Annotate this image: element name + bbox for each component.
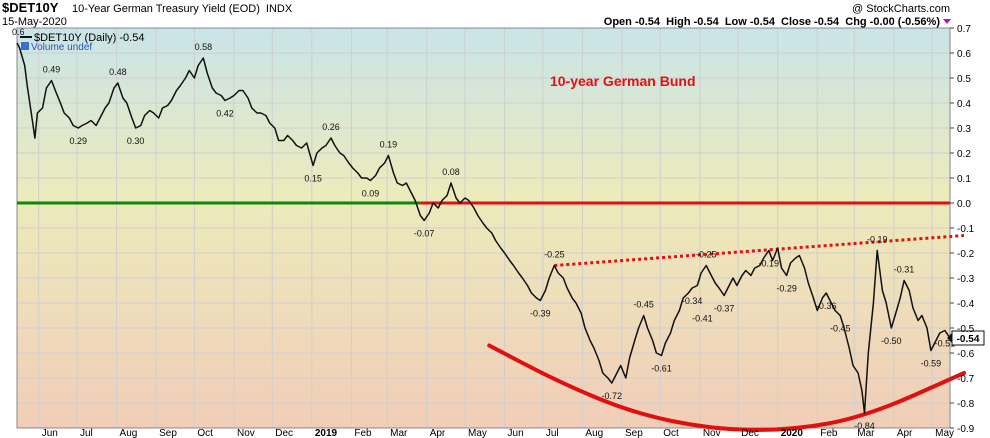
data-label: -0.19 bbox=[867, 235, 888, 245]
data-label: -0.34 bbox=[682, 296, 703, 306]
data-label: -0.25 bbox=[696, 250, 717, 260]
data-label: -0.19 bbox=[759, 259, 780, 269]
annotation-title: 10-year German Bund bbox=[550, 73, 696, 89]
data-label: 0.30 bbox=[127, 136, 145, 146]
data-label: -0.72 bbox=[602, 391, 623, 401]
data-label: 0.29 bbox=[69, 136, 87, 146]
chart-name: 10-Year German Treasury Yield (EOD) INDX bbox=[72, 3, 293, 15]
x-tick-label: Nov bbox=[237, 428, 255, 438]
dropdown-triangle-icon[interactable] bbox=[943, 19, 951, 24]
data-label: 0.48 bbox=[109, 67, 127, 77]
watermark: @ StockCharts.com bbox=[852, 3, 950, 15]
chart-symbol: $DET10Y bbox=[2, 0, 59, 15]
data-label: -0.61 bbox=[651, 364, 672, 374]
x-tick-label: Jul bbox=[546, 428, 559, 438]
x-tick-label: Jun bbox=[508, 428, 524, 438]
y-tick-label: -0.9 bbox=[957, 424, 975, 435]
x-tick-label: Jun bbox=[42, 428, 58, 438]
overlays bbox=[17, 201, 967, 432]
data-label: -0.41 bbox=[692, 314, 713, 324]
y-tick-label: -0.3 bbox=[957, 274, 975, 285]
data-label: 0.42 bbox=[216, 109, 234, 119]
y-tick-label: -0.2 bbox=[957, 249, 975, 260]
chart-exchange: INDX bbox=[266, 3, 293, 15]
x-tick-label: 2020 bbox=[781, 428, 804, 438]
x-tick-label: Mar bbox=[390, 428, 408, 438]
data-label: -0.29 bbox=[776, 284, 797, 294]
data-label: -0.25 bbox=[544, 250, 565, 260]
y-tick-label: -0.5 bbox=[957, 324, 975, 335]
x-tick-label: Nov bbox=[703, 428, 721, 438]
data-label: 0.08 bbox=[442, 167, 460, 177]
x-tick-label: May bbox=[468, 428, 487, 438]
last-value-label: -0.54 bbox=[957, 334, 980, 345]
x-tick-label: Mar bbox=[857, 428, 875, 438]
data-label: 0.19 bbox=[380, 140, 398, 150]
series bbox=[16, 42, 951, 414]
x-tick-label: Oct bbox=[197, 428, 213, 438]
y-tick-label: -0.7 bbox=[957, 374, 975, 385]
last-value-pointer bbox=[947, 333, 952, 343]
chart-name-text: 10-Year German Treasury Yield (EOD) bbox=[72, 3, 260, 15]
y-tick-label: -0.4 bbox=[957, 299, 975, 310]
y-tick-label: 0.6 bbox=[957, 49, 971, 60]
x-tick-label: May bbox=[935, 428, 954, 438]
grid bbox=[17, 27, 950, 429]
x-tick-label: Feb bbox=[354, 428, 372, 438]
x-tick-label: Jul bbox=[80, 428, 93, 438]
y-tick-label: 0.0 bbox=[957, 199, 971, 210]
data-label: -0.84 bbox=[854, 421, 875, 431]
legend-series-label: $DET10Y (Daily) -0.54 bbox=[34, 32, 144, 44]
data-label: 0.26 bbox=[322, 122, 340, 132]
y-tick-label: -0.1 bbox=[957, 224, 975, 235]
ohlc-readout: Open -0.54 High -0.54 Low -0.54 Close -0… bbox=[604, 16, 941, 28]
data-label: -0.45 bbox=[830, 324, 851, 334]
x-tick-label: Sep bbox=[159, 428, 177, 438]
dotted-trendline bbox=[554, 234, 965, 267]
y-axis: 0.7 0.6 0.5 0.4 0.3 0.2 0.1 0.0 -0.1 -0.2 -0.3 -0.4… bbox=[950, 24, 975, 435]
y-tick-label: -0.6 bbox=[957, 349, 975, 360]
data-label: -0.36 bbox=[816, 301, 837, 311]
rounding-arc bbox=[487, 343, 967, 432]
data-label: -0.31 bbox=[894, 265, 915, 275]
y-tick-label: -0.8 bbox=[957, 399, 975, 410]
x-tick-label: Apr bbox=[897, 428, 913, 438]
y-tick-label: 0.5 bbox=[957, 74, 971, 85]
x-tick-label: Dec bbox=[275, 428, 293, 438]
data-label: 0.15 bbox=[304, 174, 322, 184]
x-tick-label: Dec bbox=[741, 428, 759, 438]
x-tick-label: Apr bbox=[430, 428, 446, 438]
x-tick-label: Sep bbox=[625, 428, 643, 438]
chart-date: 15-May-2020 bbox=[2, 16, 67, 28]
data-label: -0.39 bbox=[530, 309, 551, 319]
x-tick-label: Aug bbox=[585, 428, 603, 438]
legend-volume-label: Volume undef bbox=[31, 42, 92, 53]
data-labels: 0.6 0.49 0.29 0.48 0.30 0.58 0.42 0.15 0.26 0.09 0… bbox=[12, 27, 985, 431]
data-label: 0.58 bbox=[195, 42, 213, 52]
x-tick-label: 2019 bbox=[315, 428, 338, 438]
data-label: -0.50 bbox=[881, 336, 902, 346]
data-label: 0.09 bbox=[362, 189, 380, 199]
data-label: 0.6 bbox=[12, 27, 25, 37]
data-label: -0.37 bbox=[714, 304, 735, 314]
data-label: -0.45 bbox=[633, 300, 654, 310]
y-tick-label: 0.4 bbox=[957, 99, 971, 110]
y-tick-label: 0.7 bbox=[957, 24, 971, 35]
x-tick-label: Aug bbox=[120, 428, 138, 438]
x-tick-label: Feb bbox=[820, 428, 838, 438]
data-label: -0.07 bbox=[414, 229, 435, 239]
x-tick-label: Oct bbox=[663, 428, 679, 438]
yield-line bbox=[16, 42, 951, 414]
legend-volume-swatch bbox=[21, 42, 29, 50]
y-tick-label: 0.1 bbox=[957, 174, 971, 185]
data-label: 0.49 bbox=[43, 65, 61, 75]
data-label: -0.59 bbox=[921, 359, 942, 369]
y-tick-label: 0.3 bbox=[957, 124, 971, 135]
data-label: -0.51 bbox=[935, 339, 956, 349]
x-axis: Jun Jul Aug Sep Oct Nov Dec 2019 Feb Mar Apr May Jun… bbox=[42, 428, 954, 438]
y-tick-label: 0.2 bbox=[957, 149, 971, 160]
